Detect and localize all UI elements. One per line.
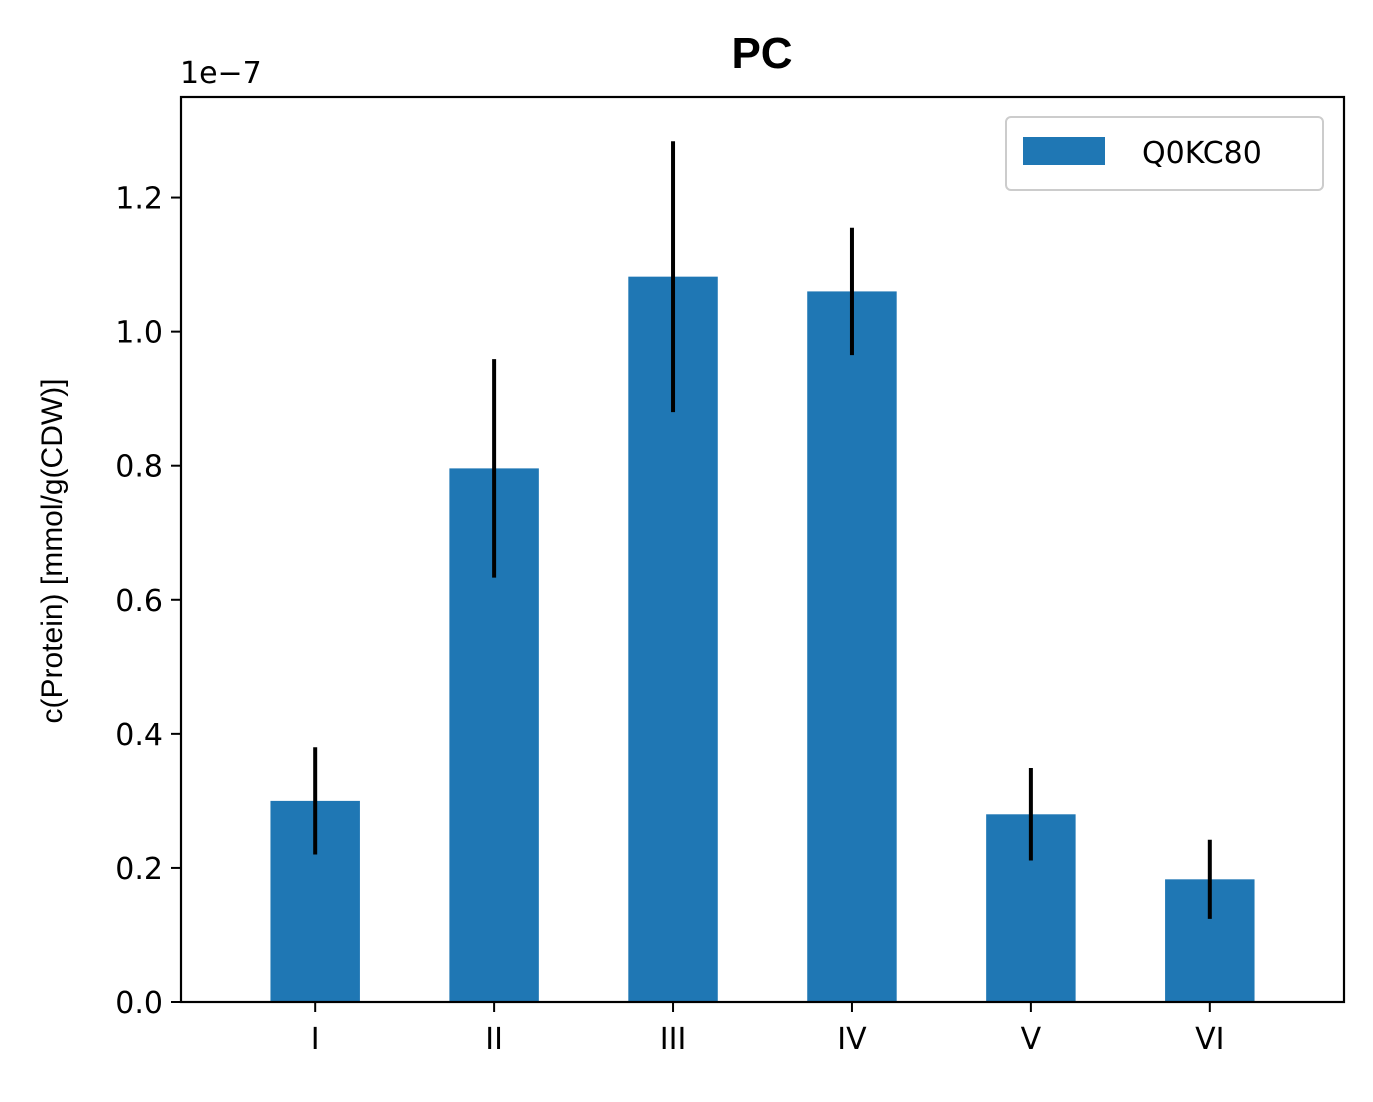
legend-box — [1005, 116, 1324, 191]
legend-swatch — [1023, 137, 1105, 165]
x-tick-label: VI — [1195, 1022, 1224, 1057]
y-tick-label: 0.2 — [115, 852, 163, 887]
x-axis: I II III IV V VI — [311, 1002, 1224, 1057]
x-tick-label: V — [1021, 1022, 1042, 1057]
y-tick-label: 0.4 — [115, 718, 163, 753]
chart-title: PC — [731, 29, 792, 78]
x-tick-label: IV — [837, 1022, 867, 1057]
y-tick-label: 1.0 — [115, 316, 163, 351]
y-axis-scale-label: 1e−7 — [180, 56, 262, 91]
y-tick-label: 1.2 — [115, 182, 163, 217]
y-tick-label: 0.6 — [115, 584, 163, 619]
legend-label: Q0KC80 — [1142, 136, 1262, 171]
y-axis-label: c(Protein) [mmol/g(CDW)] — [36, 378, 69, 723]
y-tick-label: 0.0 — [115, 986, 163, 1021]
x-tick-label: III — [660, 1022, 687, 1057]
bars-group — [270, 276, 1255, 1002]
legend: Q0KC80 — [1005, 116, 1324, 191]
y-tick-label: 0.8 — [115, 450, 163, 485]
error-bars-group — [313, 141, 1212, 919]
x-tick-label: II — [485, 1022, 503, 1057]
x-tick-label: I — [311, 1022, 320, 1057]
bar-IV — [807, 291, 897, 1002]
plot-frame — [179, 95, 1346, 1004]
y-axis: 0.0 0.2 0.4 0.6 0.8 1.0 1.2 — [115, 182, 181, 1021]
